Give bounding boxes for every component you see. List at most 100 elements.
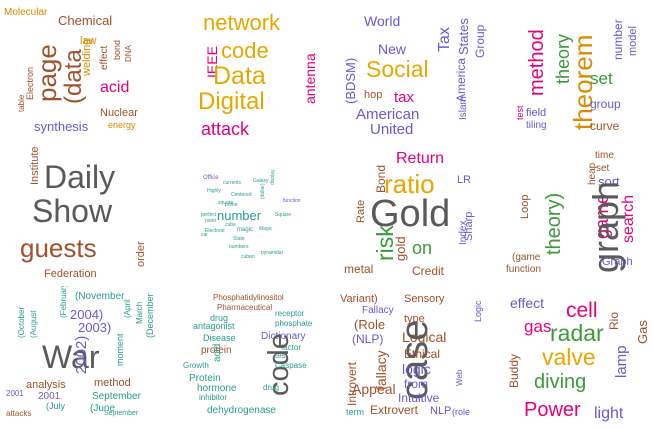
- cloud-word: diving: [534, 371, 587, 393]
- cloud-word: prime: [225, 202, 238, 208]
- cloud-word: test: [515, 105, 525, 120]
- cloud-word: effect: [510, 295, 544, 311]
- cloud-word: gas: [524, 317, 552, 336]
- cloud-word: Federation: [44, 268, 97, 280]
- cloud-word: code: [221, 38, 269, 63]
- cloud-word: (December: [145, 293, 155, 338]
- cloud-word: synthesis: [34, 119, 89, 134]
- cloud-word: receptor: [275, 309, 305, 318]
- cloud-word: LR: [457, 174, 472, 186]
- cloud-word: World: [364, 13, 401, 29]
- cloud-word: valve: [542, 344, 596, 370]
- cloud-word: Web: [455, 369, 464, 386]
- cloud-word: (February: [59, 286, 68, 318]
- cloud-word: American: [356, 106, 420, 123]
- cloud-word: Show: [32, 193, 113, 229]
- cloud-word: analysis: [26, 379, 66, 391]
- cloud-word: (August: [29, 310, 38, 338]
- cloud-word: effect: [99, 45, 110, 70]
- cloud-word: phosphate: [275, 319, 313, 328]
- cloud-word: number: [611, 19, 625, 60]
- word-cloud-math: method theory theorem number model set group te…: [490, 0, 654, 143]
- cloud-word: Institute: [29, 146, 41, 185]
- cloud-word: (June: [90, 403, 116, 414]
- word-cloud-war: (November 2004) (February (April 2003) March(…: [0, 286, 163, 430]
- cloud-word: (October: [17, 306, 26, 338]
- cloud-word: bond: [112, 39, 122, 60]
- cloud-word: set: [590, 69, 613, 88]
- cloud-word: 2004): [70, 307, 104, 322]
- cloud-word: drug: [263, 383, 280, 392]
- cloud-word: welding: [81, 38, 93, 76]
- cloud-word: attack: [201, 119, 250, 139]
- cloud-word: tiling: [526, 120, 547, 131]
- cloud-word: (April: [123, 299, 132, 318]
- cloud-word: group: [590, 97, 621, 111]
- cloud-word: pyramidal: [261, 250, 283, 256]
- cloud-word: cuban: [241, 254, 255, 260]
- cloud-word: Electron: [25, 66, 35, 100]
- cloud-word: from: [404, 377, 428, 391]
- cloud-word: antenna: [302, 53, 318, 104]
- cloud-word: Social: [366, 56, 429, 82]
- cloud-word: factor: [281, 343, 302, 352]
- cloud-word: (BDSM): [343, 57, 358, 104]
- cloud-word: test: [275, 351, 288, 360]
- cloud-word: Disease: [203, 333, 236, 343]
- cloud-word: Power: [524, 399, 581, 421]
- cloud-word: Data: [213, 62, 266, 90]
- cloud-word: car: [201, 232, 208, 238]
- cloud-word: Rate: [355, 199, 367, 223]
- cloud-word: drug: [210, 313, 229, 323]
- cloud-word: ratio: [384, 169, 435, 199]
- cloud-word: hop: [364, 89, 383, 101]
- cloud-word: Group: [473, 24, 487, 58]
- cloud-word: Pharmaceutical: [217, 303, 273, 312]
- cloud-word: (November: [75, 291, 125, 302]
- cloud-word: type: [404, 313, 425, 325]
- cloud-word: Logic: [473, 300, 483, 322]
- cloud-word: inhibitor: [199, 393, 228, 402]
- cloud-word: United: [370, 121, 414, 138]
- word-cloud-computing: network code IEEE Data Digital antenna attack: [163, 0, 326, 143]
- word-cloud-finance: Return Bond ratio LR Rate Gold Sharp risk gold on…: [326, 143, 490, 286]
- cloud-word: September: [92, 391, 141, 402]
- cloud-word: attacks: [6, 409, 32, 418]
- cloud-word: Ethical: [404, 347, 441, 361]
- cloud-word: Gold: [370, 193, 451, 235]
- cloud-word: NLP: [430, 405, 452, 417]
- cloud-word: Nuclear: [100, 107, 138, 119]
- cloud-word: Buddy: [507, 353, 521, 388]
- cloud-word: cube: [225, 222, 236, 228]
- cloud-word: Index: [458, 220, 469, 245]
- cloud-word: Caspase: [275, 361, 307, 370]
- cloud-word: sort: [598, 174, 620, 189]
- cloud-word: Chemical: [58, 13, 113, 28]
- cloud-word: Logical: [402, 329, 447, 345]
- cloud-word: Office: [203, 175, 219, 181]
- cloud-word: Appeal: [352, 381, 396, 397]
- cloud-word: 2001: [6, 389, 24, 398]
- cloud-word: Islam: [458, 96, 469, 120]
- cloud-word: Centered: [231, 192, 252, 198]
- cloud-word: Tax: [436, 27, 453, 52]
- cloud-word: 2001: [38, 391, 61, 402]
- cloud-word: law: [80, 35, 97, 47]
- cloud-word: War: [42, 339, 100, 375]
- cloud-word: Dictionary: [261, 331, 306, 342]
- cloud-word: point: [205, 218, 216, 224]
- cloud-word: Growth: [183, 361, 209, 370]
- cloud-word: moment: [115, 333, 125, 366]
- word-cloud-personality: Variant) Sensory Logic Fallacy type (Role Logi…: [326, 286, 490, 430]
- cloud-word: energy: [108, 120, 136, 130]
- cloud-word: dehydrogenase: [207, 405, 276, 416]
- cloud-word: Daily: [44, 159, 116, 195]
- cloud-word: curve: [590, 119, 620, 133]
- cloud-word: field: [526, 107, 547, 119]
- cloud-word: magic: [237, 227, 254, 233]
- cloud-word: Digital: [198, 88, 265, 115]
- cloud-word: numbers: [229, 244, 249, 250]
- cloud-word: acid: [100, 79, 130, 96]
- cloud-word: network: [203, 10, 281, 35]
- cloud-word: Molecular: [4, 7, 48, 18]
